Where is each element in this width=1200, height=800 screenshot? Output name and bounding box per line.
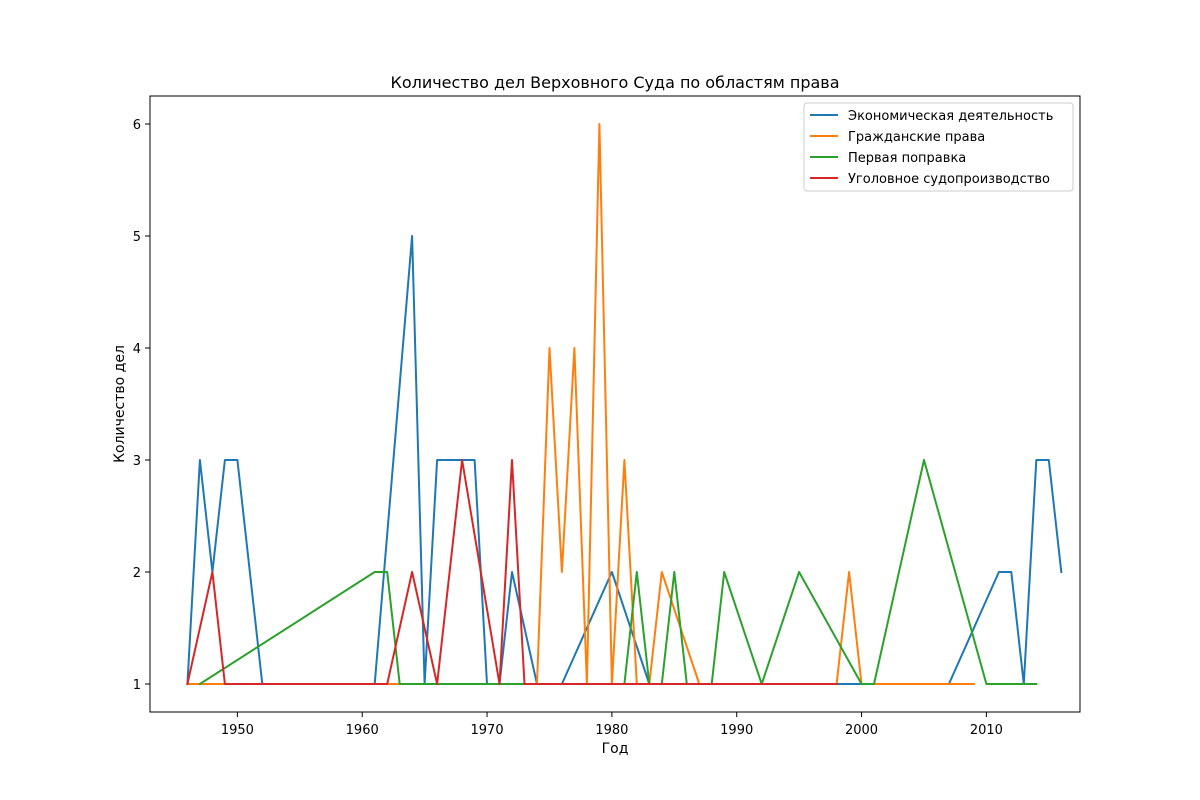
legend: Экономическая деятельность Гражданские пр…: [803, 102, 1074, 192]
x-axis-ticks: 1950 1960 1970 1980 1990 2000 2010: [221, 712, 1003, 738]
legend-label-4: Уголовное судопроизводство: [848, 172, 1050, 187]
x-tick-label: 1980: [595, 723, 628, 738]
y-tick-label: 6: [133, 118, 141, 133]
x-tick-label: 1950: [221, 723, 254, 738]
legend-label-1: Экономическая деятельность: [848, 109, 1053, 124]
y-axis-ticks: 1 2 3 4 5 6: [133, 118, 150, 693]
x-tick-label: 1960: [346, 723, 379, 738]
y-tick-label: 5: [133, 230, 141, 245]
legend-label-2: Гражданские права: [848, 130, 985, 145]
y-tick-label: 2: [133, 566, 141, 581]
x-axis-label: Год: [602, 741, 629, 757]
x-tick-label: 2010: [970, 723, 1003, 738]
x-tick-label: 2000: [845, 723, 878, 738]
y-tick-label: 4: [133, 342, 141, 357]
legend-label-3: Первая поправка: [848, 151, 966, 166]
chart-title: Количество дел Верховного Суда по област…: [390, 73, 839, 92]
legend-box: [803, 102, 1074, 192]
plot-frame: [149, 95, 1081, 713]
series-lines: [186, 123, 1063, 686]
y-axis-label: Количество дел: [112, 345, 128, 463]
series-line-4: [186, 459, 838, 686]
series-line-1: [186, 235, 1063, 686]
y-tick-label: 1: [133, 678, 141, 693]
x-tick-label: 1970: [471, 723, 504, 738]
y-tick-label: 3: [133, 454, 141, 469]
x-tick-label: 1990: [720, 723, 753, 738]
